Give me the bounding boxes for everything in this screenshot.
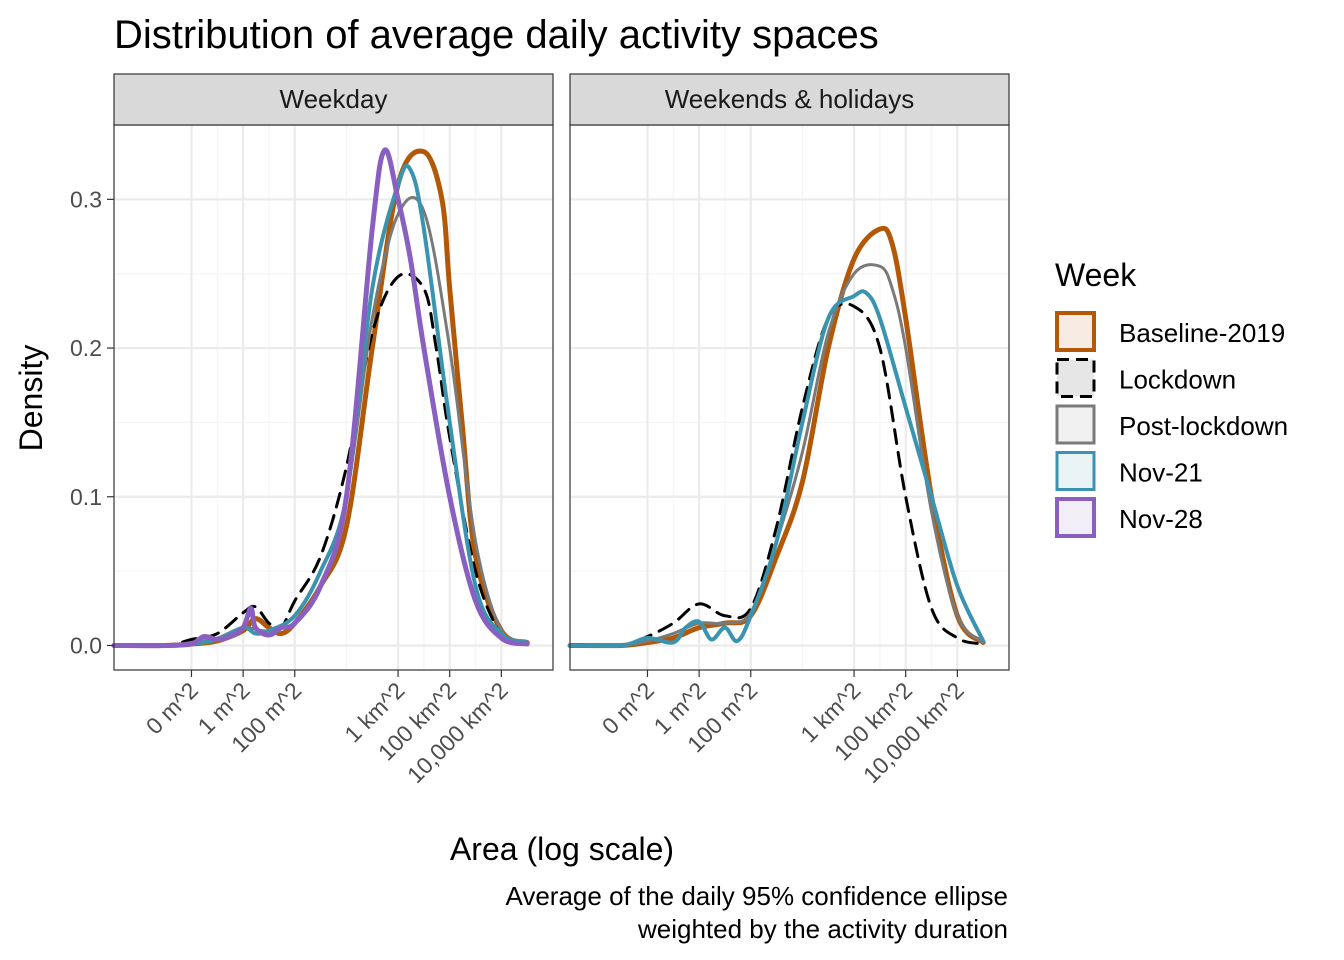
panel-background: [570, 125, 1009, 670]
series-line-lockdown: [568, 302, 985, 648]
legend-label: Baseline-2019: [1119, 318, 1285, 348]
x-axis-title: Area (log scale): [450, 831, 674, 867]
facet-panels: Weekday Weekends & holidays: [111, 73, 1010, 671]
facet-panel-1: Weekends & holidays: [567, 73, 1010, 671]
legend-item-nov-21: Nov-21: [1055, 451, 1203, 491]
y-tick-label: 0.1: [70, 484, 102, 510]
legend-item-lockdown: Lockdown: [1055, 358, 1236, 398]
facet-strip-label: Weekday: [280, 84, 388, 114]
facet-panel-0: Weekday: [111, 73, 554, 671]
x-tick-label: 0 m^2: [141, 677, 203, 739]
x-tick-label: 0 m^2: [597, 677, 659, 739]
chart-title: Distribution of average daily activity s…: [114, 13, 879, 57]
y-tick-label: 0.0: [70, 632, 102, 658]
legend-label: Nov-21: [1119, 458, 1203, 488]
legend-key: [1055, 311, 1096, 352]
legend-title: Week: [1055, 257, 1137, 293]
legend-key: [1055, 497, 1096, 538]
series-line-nov-28: [111, 147, 530, 649]
legend-key: [1055, 451, 1096, 491]
legend-item-post-lockdown: Post-lockdown: [1055, 404, 1288, 445]
legend-label: Nov-28: [1119, 504, 1203, 534]
y-axis: 0.0 0.1 0.2 0.3: [70, 186, 114, 658]
facet-strip: [113, 73, 554, 126]
facet-strip-label: Weekends & holidays: [665, 84, 915, 114]
facet-strip: [569, 73, 1010, 126]
legend-key: [1055, 358, 1096, 398]
y-tick-label: 0.3: [70, 186, 102, 212]
series-line-post-lockdown: [568, 263, 985, 648]
series-line-baseline-2019: [567, 225, 986, 649]
legend-item-baseline-2019: Baseline-2019: [1055, 311, 1285, 352]
caption-line-1: Average of the daily 95% confidence elli…: [505, 881, 1008, 911]
legend-label: Post-lockdown: [1119, 411, 1288, 441]
series-line-nov-21: [568, 289, 986, 649]
legend-item-nov-28: Nov-28: [1055, 497, 1203, 538]
legend-key: [1055, 404, 1096, 445]
y-tick-label: 0.2: [70, 335, 102, 361]
legend-label: Lockdown: [1119, 365, 1236, 395]
legend: Week Baseline-2019 Lockdown Post-lockdown N…: [1055, 257, 1288, 538]
y-axis-title: Density: [13, 345, 49, 452]
caption-line-2: weighted by the activity duration: [637, 914, 1008, 944]
